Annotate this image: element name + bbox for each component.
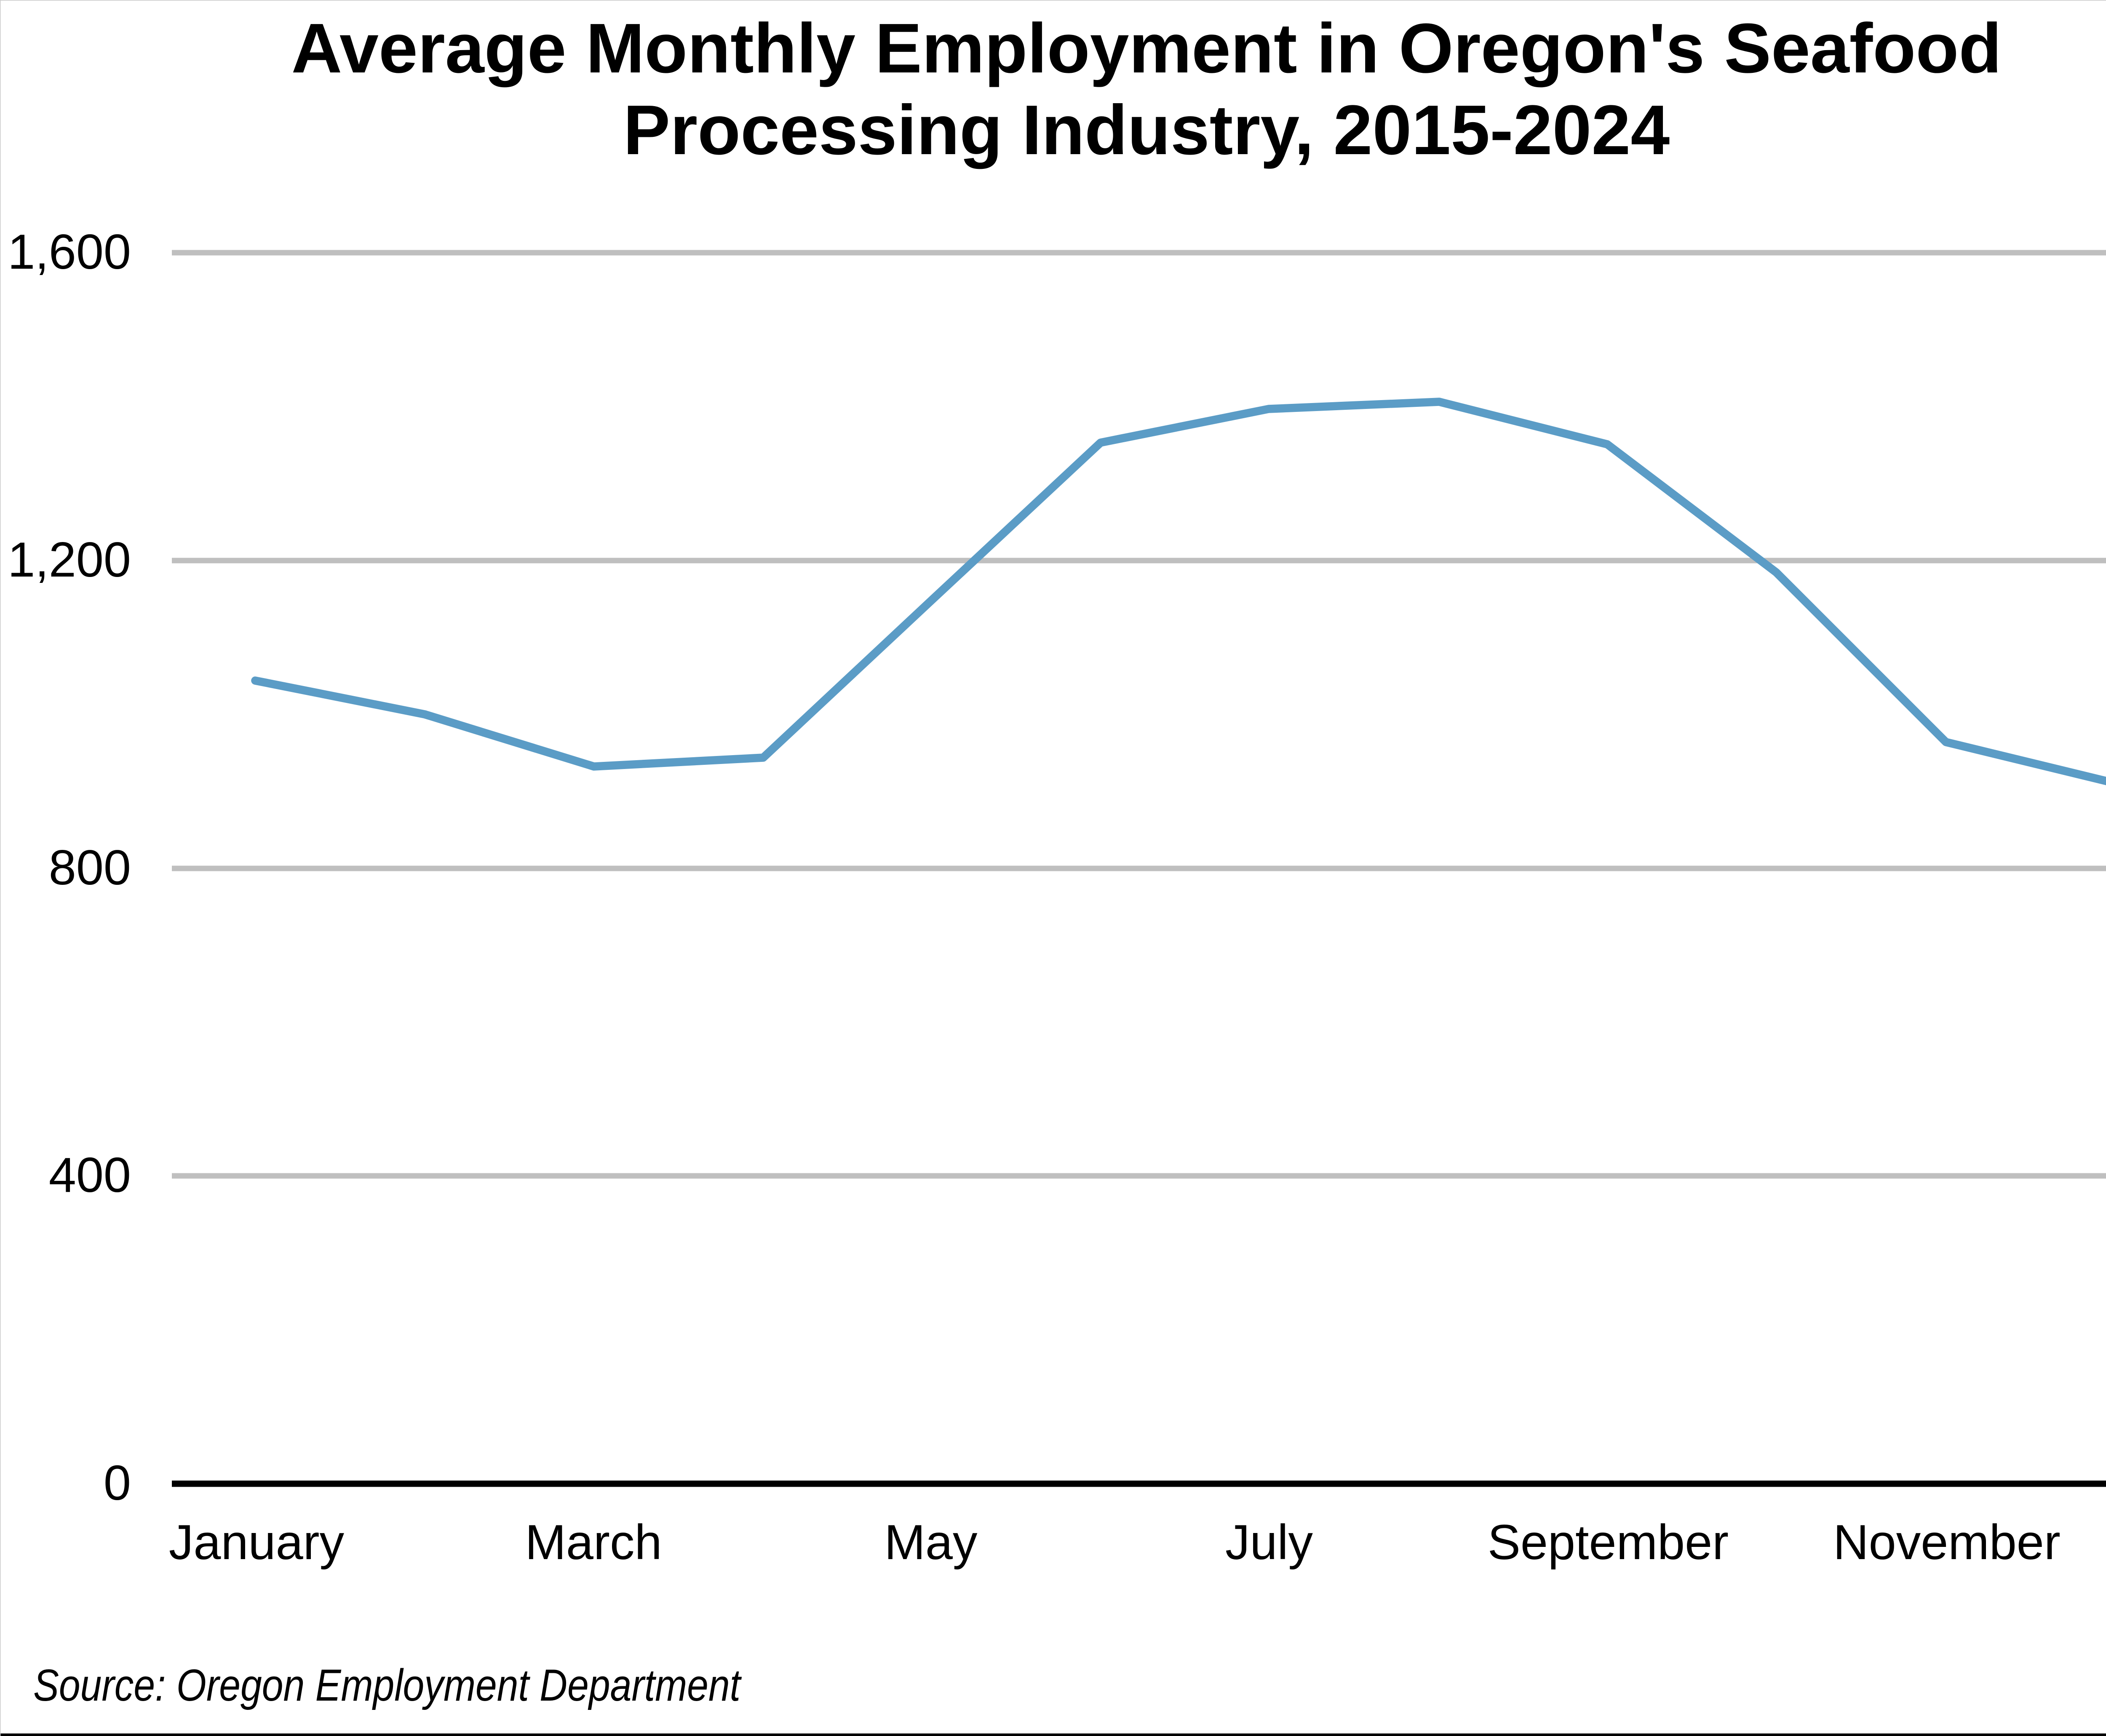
svg-text:1,200: 1,200 [8,532,131,587]
svg-text:September: September [1488,1514,1729,1570]
svg-text:800: 800 [49,840,131,895]
svg-text:Average Monthly Employment in: Average Monthly Employment in Oregon's S… [291,9,2002,88]
svg-text:May: May [884,1514,978,1570]
svg-text:Source: Oregon Employment Depa: Source: Oregon Employment Department [33,1660,742,1710]
svg-text:January: January [169,1514,345,1570]
svg-text:November: November [1833,1514,2061,1570]
svg-text:July: July [1225,1514,1313,1570]
svg-text:0: 0 [104,1455,131,1510]
svg-text:400: 400 [49,1147,131,1202]
svg-text:March: March [525,1514,662,1570]
svg-text:1,600: 1,600 [8,224,131,279]
svg-text:Processing Industry, 2015-2024: Processing Industry, 2015-2024 [623,91,1670,169]
